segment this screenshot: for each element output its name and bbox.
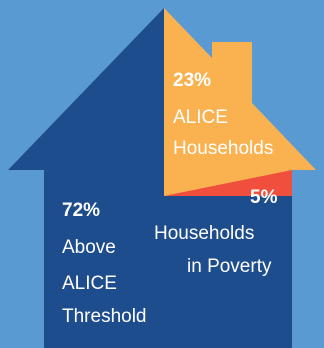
above-alice-name-line-1: Above — [62, 237, 116, 258]
segment-alice-households — [164, 8, 316, 196]
above-alice-name-line-3: Threshold — [62, 306, 147, 327]
segment-households-in-poverty — [164, 170, 292, 196]
alice-name-line-1: ALICE — [173, 107, 228, 128]
poverty-name-line-2: in Poverty — [187, 256, 272, 277]
alice-percent-label: 23% — [173, 70, 212, 91]
alice-name-line-2: Households — [173, 138, 274, 159]
segment-above-alice — [8, 8, 292, 348]
above-alice-name-line-2: ALICE — [62, 273, 117, 294]
above-alice-percent-label: 72% — [62, 200, 101, 221]
poverty-name-line-1: Households — [154, 223, 255, 244]
poverty-percent-label: 5% — [250, 187, 278, 208]
